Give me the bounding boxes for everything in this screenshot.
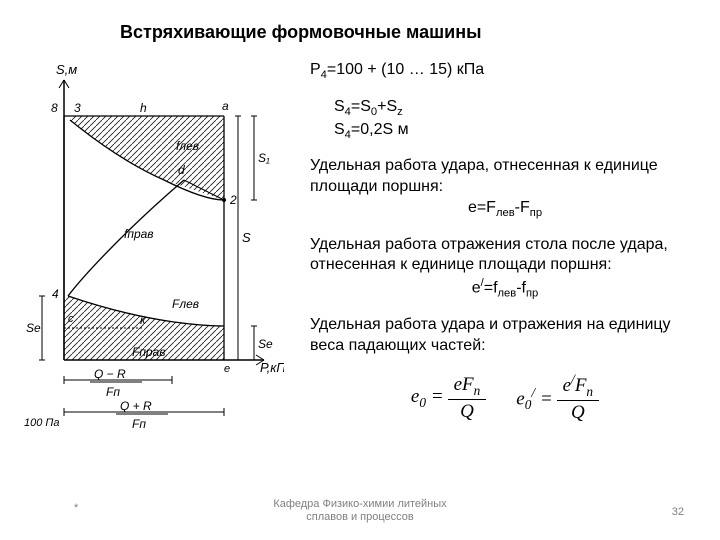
footer-dept: Кафедра Физико-химии литейныхсплавов и п…	[0, 498, 720, 524]
svg-text:Sе: Sе	[258, 337, 273, 351]
svg-text:S₁: S₁	[258, 151, 270, 165]
svg-text:Fп: Fп	[132, 417, 146, 430]
svg-text:3: 3	[74, 101, 81, 115]
svg-text:Fлев: Fлев	[172, 297, 199, 311]
svg-text:Fп: Fп	[106, 385, 120, 399]
block-s4: S4=S0+Sz S4=0,2S м	[310, 97, 700, 143]
svg-text:a: a	[222, 99, 229, 113]
svg-text:S,м: S,м	[56, 62, 77, 77]
formula-e0: e0 = eFпQ e0/ = e/FпQ	[310, 371, 700, 426]
svg-text:8: 8	[51, 101, 58, 115]
svg-text:Р,кПа: Р,кПа	[260, 360, 284, 375]
para-2: Удельная работа отражения стола после уд…	[310, 235, 700, 302]
para-3: Удельная работа удара и отражения на еди…	[310, 315, 700, 357]
svg-text:2: 2	[229, 193, 237, 207]
svg-text:S: S	[242, 230, 251, 245]
svg-text:Fправ: Fправ	[132, 345, 166, 359]
svg-text:c: c	[68, 313, 74, 325]
svg-text:d: d	[178, 163, 185, 177]
para-1: Удельная работа удара, отнесенная к един…	[310, 156, 700, 220]
content-column: Р4=100 + (10 … 15) кПа S4=S0+Sz S4=0,2S …	[310, 60, 700, 426]
svg-text:h: h	[140, 101, 147, 115]
svg-text:Q − R: Q − R	[94, 367, 126, 381]
slide-title: Встряхивающие формовочные машины	[120, 22, 481, 43]
svg-text:Sе: Sе	[26, 321, 41, 335]
shaking-diagram: S,м Р,кПа 8 3 h a d 2 fлев fправ 4 c к F…	[24, 60, 284, 430]
svg-text:e: e	[224, 363, 230, 375]
svg-text:100 Па: 100 Па	[24, 417, 60, 429]
page-number: 32	[672, 506, 684, 518]
svg-text:4: 4	[52, 287, 59, 301]
line-p4: Р4=100 + (10 … 15) кПа	[310, 60, 700, 83]
svg-text:fправ: fправ	[124, 227, 154, 241]
svg-text:Q + R: Q + R	[120, 399, 152, 413]
svg-text:fлев: fлев	[176, 139, 199, 153]
